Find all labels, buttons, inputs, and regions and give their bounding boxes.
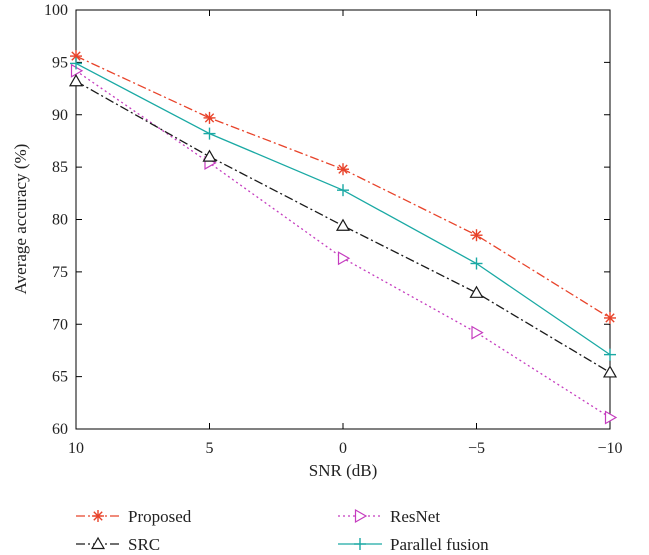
legend-item: Proposed <box>76 507 192 526</box>
legend-label: Proposed <box>128 507 192 526</box>
y-tick-label: 100 <box>44 2 68 19</box>
legend-item: SRC <box>76 535 160 554</box>
series-layer <box>68 50 618 425</box>
y-tick-label: 85 <box>52 159 68 176</box>
legend-item: ResNet <box>338 507 440 526</box>
data-point <box>203 127 216 140</box>
y-tick-label: 95 <box>52 54 68 71</box>
data-point <box>68 74 84 87</box>
y-tick-label: 80 <box>52 212 68 229</box>
data-point <box>469 285 484 298</box>
x-tick-label: −5 <box>468 440 485 457</box>
data-point <box>604 348 616 361</box>
x-tick-label: 0 <box>339 440 347 457</box>
series-line <box>75 80 611 373</box>
data-point <box>70 63 84 78</box>
data-point <box>337 251 351 266</box>
x-tick-label: 10 <box>68 440 84 457</box>
legend: Proposed ResNet SRC Parallel fusion <box>76 507 489 554</box>
data-point <box>471 325 484 340</box>
series-parallel-fusion <box>70 57 616 361</box>
x-tick-label: 5 <box>206 440 214 457</box>
y-tick-label: 75 <box>52 264 68 281</box>
data-point <box>337 184 349 197</box>
data-point <box>335 218 351 231</box>
data-point <box>203 111 216 124</box>
legend-item: Parallel fusion <box>338 535 489 554</box>
y-axis-title: Average accuracy (%) <box>11 144 30 295</box>
legend-marker <box>90 536 106 550</box>
series-src <box>68 74 618 378</box>
y-axis: 60 65 70 75 80 85 90 95 100 <box>44 2 610 438</box>
y-tick-label: 65 <box>52 369 68 386</box>
legend-marker <box>92 510 104 522</box>
x-axis: 10 5 0 −5 −10 <box>68 10 623 457</box>
data-point <box>202 149 217 162</box>
data-point <box>470 257 483 270</box>
data-point <box>604 410 618 425</box>
series-proposed <box>70 50 616 324</box>
y-tick-label: 60 <box>52 421 68 438</box>
legend-marker <box>354 508 368 524</box>
data-point <box>602 365 618 378</box>
y-tick-label: 90 <box>52 107 68 124</box>
legend-label: ResNet <box>390 507 440 526</box>
legend-label: SRC <box>128 535 160 554</box>
legend-label: Parallel fusion <box>390 535 489 554</box>
x-tick-label: −10 <box>597 440 622 457</box>
data-point <box>604 311 616 324</box>
data-point <box>470 229 483 242</box>
legend-marker <box>354 538 366 550</box>
data-point <box>70 57 82 70</box>
y-tick-label: 70 <box>52 316 68 333</box>
data-point <box>337 163 349 176</box>
x-axis-title: SNR (dB) <box>309 461 377 480</box>
